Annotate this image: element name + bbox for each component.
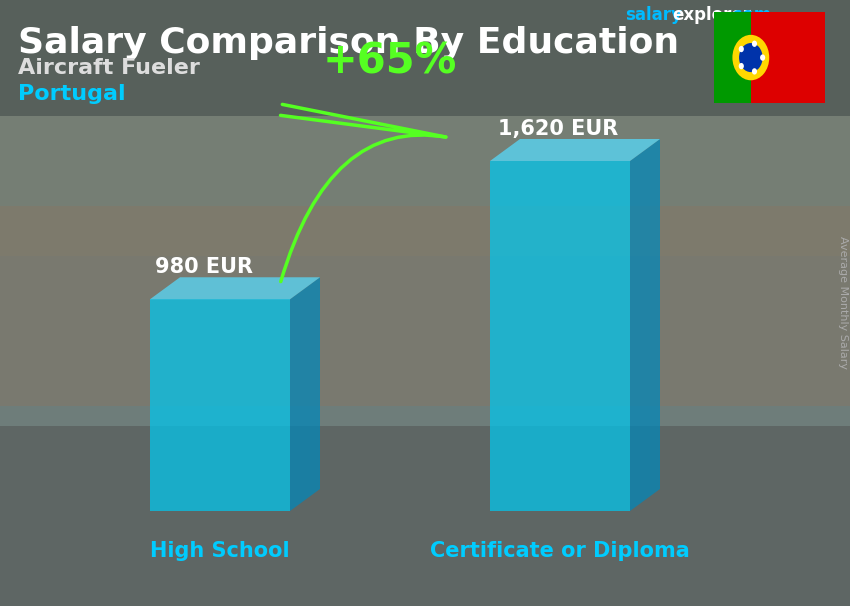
- Polygon shape: [490, 139, 660, 161]
- Polygon shape: [630, 139, 660, 511]
- Polygon shape: [150, 278, 320, 299]
- Bar: [0, 426, 850, 606]
- Polygon shape: [751, 12, 824, 103]
- Text: .com: .com: [726, 6, 771, 24]
- Circle shape: [733, 35, 769, 81]
- Polygon shape: [150, 299, 290, 511]
- Text: explorer: explorer: [672, 6, 751, 24]
- Circle shape: [752, 68, 757, 75]
- Text: Portugal: Portugal: [18, 84, 126, 104]
- Text: Salary Comparison By Education: Salary Comparison By Education: [18, 26, 679, 60]
- Bar: [0, 206, 850, 406]
- Text: Certificate or Diploma: Certificate or Diploma: [430, 541, 690, 561]
- Polygon shape: [490, 161, 630, 511]
- Circle shape: [739, 63, 744, 69]
- Bar: [0, 0, 850, 116]
- Circle shape: [760, 55, 765, 61]
- Text: Aircraft Fueler: Aircraft Fueler: [18, 58, 200, 78]
- Polygon shape: [714, 12, 751, 103]
- Circle shape: [739, 46, 744, 52]
- Polygon shape: [290, 278, 320, 511]
- Text: Average Monthly Salary: Average Monthly Salary: [838, 236, 848, 370]
- Text: salary: salary: [625, 6, 682, 24]
- Bar: [0, 0, 850, 256]
- Circle shape: [752, 41, 757, 47]
- Circle shape: [739, 43, 762, 72]
- Text: 1,620 EUR: 1,620 EUR: [498, 119, 618, 139]
- Text: High School: High School: [150, 541, 290, 561]
- Text: +65%: +65%: [323, 40, 457, 82]
- Text: 980 EUR: 980 EUR: [155, 258, 253, 278]
